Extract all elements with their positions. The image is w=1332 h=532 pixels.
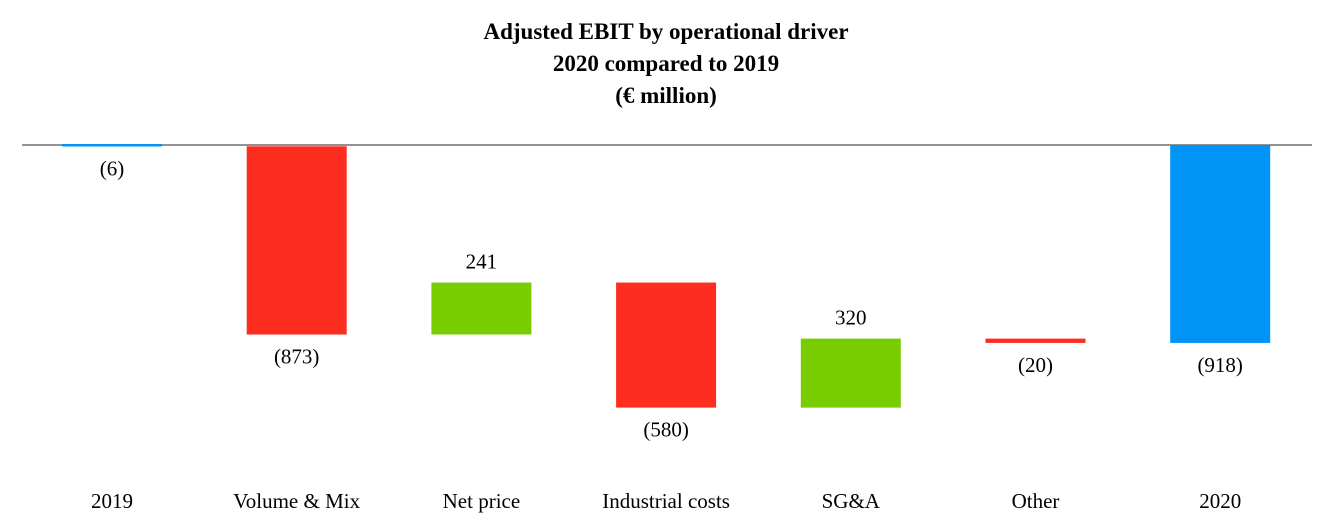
- chart-unit: (€ million): [615, 83, 717, 108]
- bar-industrial-costs: [616, 282, 717, 408]
- bar-volume-and-mix: [246, 146, 347, 335]
- value-label-industrial-costs: (580): [643, 418, 689, 442]
- category-label-2020: 2020: [1199, 489, 1241, 513]
- category-label-sganda: SG&A: [822, 489, 881, 513]
- bar-net-price: [431, 282, 532, 335]
- bar-other: [985, 338, 1086, 343]
- value-label-2020: (918): [1197, 353, 1243, 377]
- bar-2020: [1170, 145, 1271, 343]
- value-label-sganda: 320: [835, 306, 867, 330]
- value-label-other: (20): [1018, 353, 1053, 377]
- bars-group: [62, 144, 1271, 408]
- chart-title-block: Adjusted EBIT by operational driver 2020…: [0, 16, 1332, 112]
- chart-subtitle: 2020 compared to 2019: [552, 51, 780, 76]
- value-labels-group: (6) (873) 241 (580) 320 (20) (918): [100, 157, 1243, 442]
- value-label-net-price: 241: [466, 250, 498, 274]
- category-label-net-price: Net price: [443, 489, 521, 513]
- bar-2019: [62, 144, 162, 147]
- bar-sganda: [800, 338, 901, 408]
- category-label-volume-and-mix: Volume & Mix: [233, 489, 360, 513]
- chart-title: Adjusted EBIT by operational driver: [483, 19, 849, 44]
- category-label-2019: 2019: [91, 489, 133, 513]
- category-label-industrial-costs: Industrial costs: [602, 489, 730, 513]
- value-label-volume-and-mix: (873): [274, 345, 320, 369]
- category-labels-group: 2019 Volume & Mix Net price Industrial cost…: [91, 489, 1241, 513]
- category-label-other: Other: [1012, 489, 1060, 513]
- value-label-2019: (6): [100, 157, 125, 181]
